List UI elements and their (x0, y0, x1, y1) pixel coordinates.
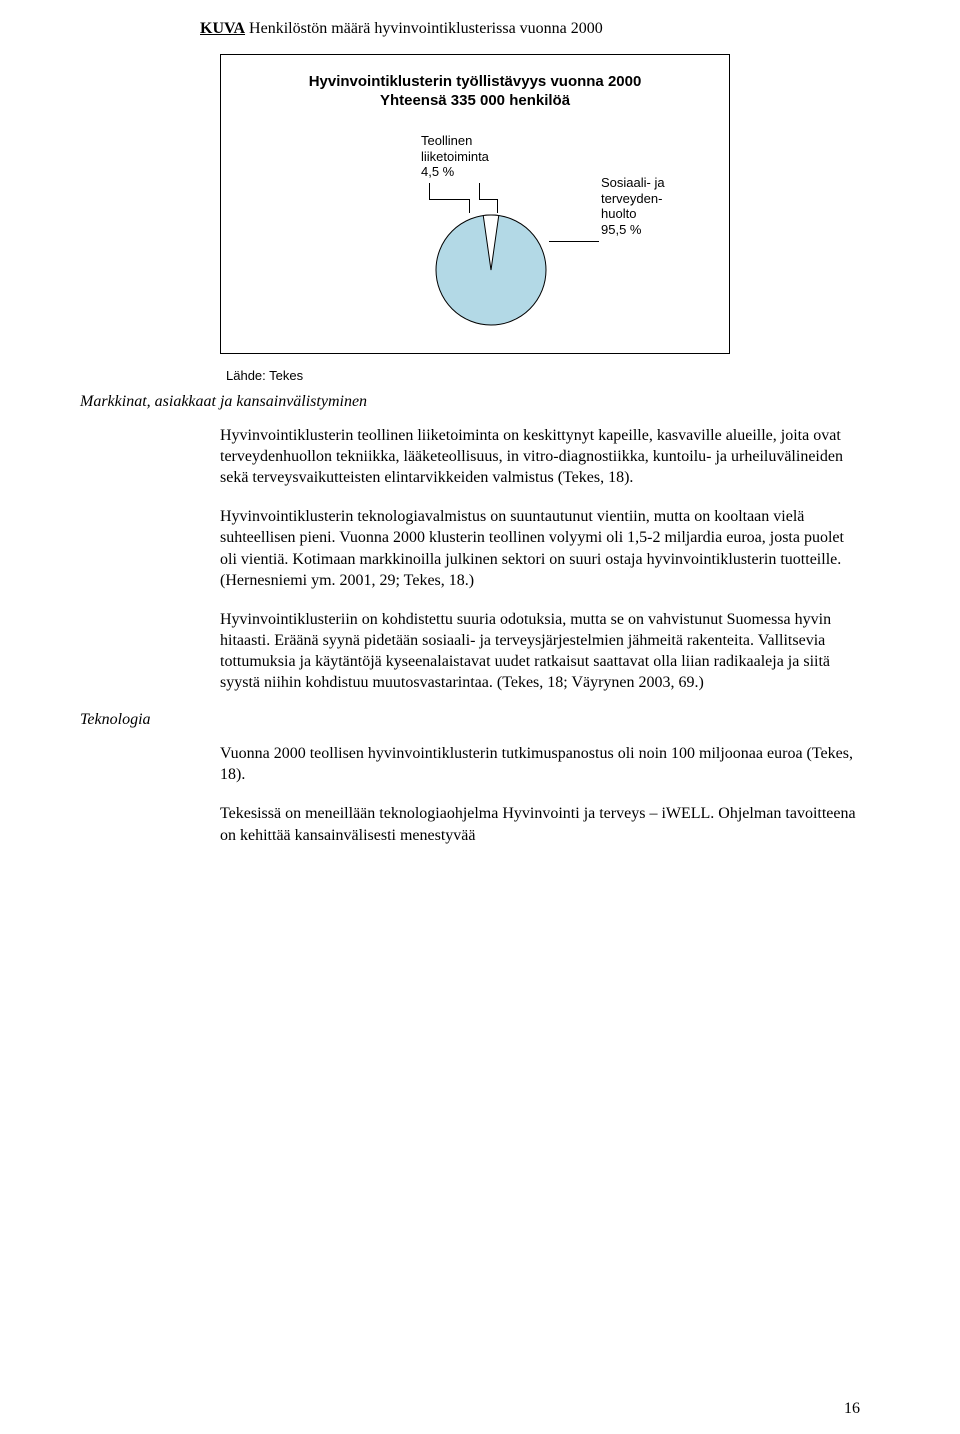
section1-body: Hyvinvointiklusterin teollinen liiketoim… (200, 425, 860, 693)
paragraph: Hyvinvointiklusterin teknologiavalmistus… (220, 506, 860, 590)
leader-line (549, 241, 599, 242)
leader-line (429, 183, 430, 199)
document-page: KUVA Henkilöstön määrä hyvinvointikluste… (0, 0, 960, 1434)
figure-title: KUVA Henkilöstön määrä hyvinvointikluste… (200, 20, 860, 38)
page-number: 16 (844, 1400, 860, 1418)
paragraph: Vuonna 2000 teollisen hyvinvointikluster… (220, 743, 860, 785)
paragraph: Hyvinvointiklusteriin on kohdistettu suu… (220, 609, 860, 693)
slice-large-label-3: huolto (601, 206, 636, 221)
leader-line (479, 199, 497, 200)
section-heading-markets: Markkinat, asiakkaat ja kansainvälistymi… (80, 393, 860, 411)
slice-large-label-1: Sosiaali- ja (601, 175, 665, 190)
slice-large-label-4: 95,5 % (601, 222, 641, 237)
slice-small-label: Teollinen liiketoiminta 4,5 % (421, 133, 489, 180)
figure-label-kuva: KUVA (200, 20, 245, 37)
leader-line (429, 199, 469, 200)
chart-heading: Hyvinvointiklusterin työllistävyys vuonn… (221, 73, 729, 111)
slice-small-label-3: 4,5 % (421, 164, 454, 179)
leader-line (479, 183, 480, 199)
slice-small-label-2: liiketoiminta (421, 149, 489, 164)
section2-body: Vuonna 2000 teollisen hyvinvointikluster… (200, 743, 860, 845)
paragraph: Hyvinvointiklusterin teollinen liiketoim… (220, 425, 860, 488)
pie-chart (431, 210, 551, 330)
pie-chart-container: Hyvinvointiklusterin työllistävyys vuonn… (220, 54, 730, 354)
figure-title-rest: Henkilöstön määrä hyvinvointiklusterissa… (245, 20, 603, 37)
paragraph: Tekesissä on meneillään teknologiaohjelm… (220, 803, 860, 845)
slice-small-label-1: Teollinen (421, 133, 472, 148)
chart-heading-line1: Hyvinvointiklusterin työllistävyys vuonn… (309, 73, 642, 90)
slice-large-label-2: terveyden- (601, 191, 662, 206)
chart-source: Lähde: Tekes (226, 368, 860, 383)
slice-large-label: Sosiaali- ja terveyden- huolto 95,5 % (601, 175, 665, 237)
chart-heading-line2: Yhteensä 335 000 henkilöä (380, 92, 570, 109)
pie-svg (431, 210, 551, 330)
section-heading-technology: Teknologia (80, 711, 860, 729)
